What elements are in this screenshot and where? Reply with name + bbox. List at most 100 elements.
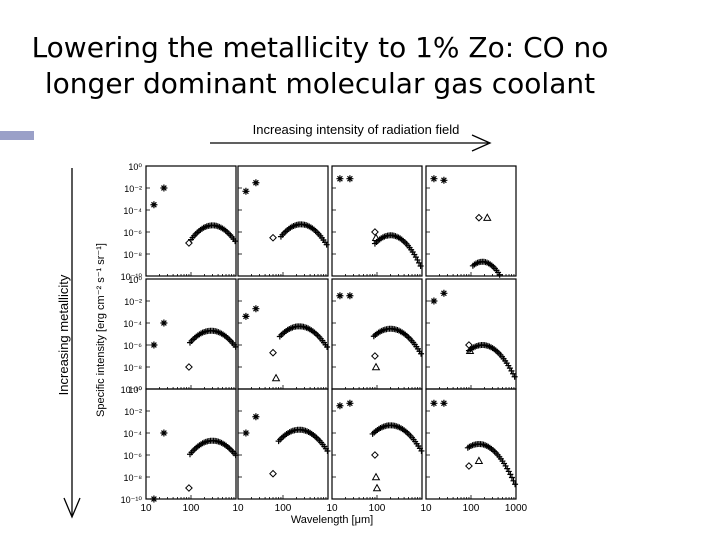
y-axis-title: Specific intensity [erg cm⁻² s⁻¹ sr⁻¹] [95,243,107,417]
bullet-bar [0,131,34,140]
y-tick-label: 10⁻⁴ [123,319,142,329]
continuum-point [418,350,425,357]
star-point [242,312,250,320]
y-tick-label: 10⁰ [128,275,142,285]
star-point [150,341,158,349]
y-tick-label: 10⁻⁸ [123,363,142,373]
star-point [242,429,250,437]
continuum-point [323,241,330,248]
x-tick-label: 10 [232,503,244,514]
continuum-point [324,344,331,351]
continuum-point [510,477,517,484]
x-tick-label: 10 [326,503,338,514]
panel-frame [425,278,517,390]
continuum-point [496,271,503,278]
x-tick-label: 100 [369,503,386,514]
star-point [430,175,438,183]
diamond-point [475,213,483,222]
star-point [252,305,260,313]
star-point [430,297,438,305]
y-tick-labels: 10⁰10⁻²10⁻⁴10⁻⁶10⁻⁸10⁻¹⁰10⁰10⁻²10⁻⁴10⁻⁶1… [121,162,143,505]
panel-r0-c1 [237,165,330,277]
y-tick-label: 10⁻¹⁰ [121,495,143,505]
panel-r0-c0 [145,165,239,277]
triangle-point [271,373,281,382]
panel-frame [237,388,329,500]
y-tick-label: 10⁻² [124,297,142,307]
x-tick-label: 100 [463,503,480,514]
radiation-arrow-label: Increasing intensity of radiation field [253,122,460,137]
triangle-point [465,346,475,354]
panel-r0-c2 [331,165,424,277]
star-point [440,176,448,184]
y-tick-label: 10⁻⁸ [123,473,142,483]
panel-frame [145,165,237,277]
panel-r2-c0 [145,388,239,503]
continuum-point [416,259,423,266]
star-point [440,289,448,297]
metallicity-arrow-head [63,497,81,519]
star-point [346,175,354,183]
x-tick-label: 10 [140,503,152,514]
panel-r1-c0 [145,278,239,390]
panel-frame [425,165,517,277]
panel-r2-c2 [331,388,425,500]
continuum-point [508,474,515,481]
y-tick-label: 10⁻² [124,184,142,194]
y-tick-label: 10⁻⁸ [123,250,142,260]
triangle-point [483,213,492,221]
y-tick-label: 10⁻¹⁰ [121,385,143,395]
continuum-point [324,448,331,454]
star-point [346,292,354,300]
y-tick-label: 10⁰ [128,385,142,395]
y-tick-label: 10⁻⁶ [124,451,143,461]
star-point [150,201,158,209]
star-point [160,429,168,437]
diamond-point [269,233,277,242]
diamond-point [269,348,277,357]
panel-grid [145,165,519,503]
panel-r2-c1 [237,388,331,500]
x-tick-label: 10 [420,503,432,514]
star-point [336,292,344,300]
title-line-1: Lowering the metallicity to 1% Zo: CO no [31,31,609,64]
star-point [160,319,168,327]
star-point [440,399,448,407]
y-tick-label: 10⁻⁴ [123,206,142,216]
triangle-point [371,233,381,241]
title-line-2: longer dominant molecular gas coolant [44,67,596,100]
continuum-point [510,370,517,377]
panel-frame [331,388,423,500]
triangle-point [474,456,484,464]
x-tick-label: 1000 [505,503,528,514]
panel-frame [237,165,329,277]
y-tick-label: 10⁰ [128,162,142,172]
x-tick-labels: 10 100 10 100 10 100 10 100 1000 [140,503,527,514]
x-axis-title: Wavelength [μm] [291,514,373,526]
panel-r1-c1 [237,278,331,390]
triangle-point [371,472,381,481]
y-tick-label: 10⁻⁶ [124,341,143,351]
star-point [336,402,344,410]
diamond-point [185,363,193,371]
star-point [346,399,354,407]
diamond-point [185,484,193,492]
diamond-point [465,462,473,470]
star-point [336,175,344,183]
diamond-point [185,239,193,247]
x-tick-label: 100 [275,503,292,514]
panel-r1-c2 [331,278,425,390]
diamond-point [371,228,379,236]
panel-r1-c3 [425,278,518,390]
continuum-point [418,447,425,454]
triangle-point [371,362,381,371]
panel-r2-c3 [425,388,519,500]
panel-frame [331,165,423,277]
star-point [242,187,250,195]
y-tick-label: 10⁻⁴ [123,429,142,439]
star-point [252,413,260,421]
diamond-point [371,451,379,459]
continuum-point [507,471,514,478]
x-tick-label: 100 [183,503,200,514]
